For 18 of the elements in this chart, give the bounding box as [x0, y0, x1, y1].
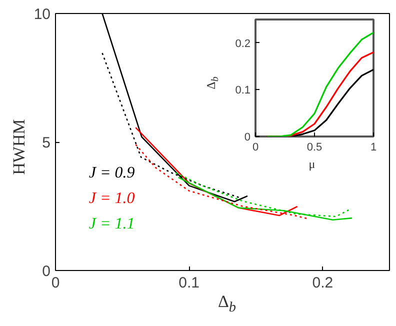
y-tick-label: 10 [34, 6, 51, 23]
y-tick-label: 0.2 [235, 38, 251, 50]
x-tick-label: 0 [252, 142, 259, 154]
line-series [266, 32, 374, 136]
y-tick-label: 0 [244, 132, 251, 144]
x-axis-title: μ [308, 156, 316, 171]
y-tick-label: 0.1 [235, 84, 251, 97]
text: J = 1.0 [88, 190, 135, 208]
x-tick-label: 0.5 [306, 142, 322, 154]
y-axis-title: HWHM [10, 118, 28, 174]
y-tick-label: 5 [42, 134, 50, 152]
x-tick-label: 0.1 [178, 274, 200, 292]
text: J = 1.1 [88, 216, 135, 233]
y-tick-label: 0 [42, 263, 50, 280]
x-tick-label: 1 [370, 142, 377, 154]
x-tick-label: 0.2 [312, 274, 334, 292]
x-axis-title: Δ$_{b}$ [218, 292, 236, 316]
series-label: J = 0.9 [88, 164, 135, 182]
